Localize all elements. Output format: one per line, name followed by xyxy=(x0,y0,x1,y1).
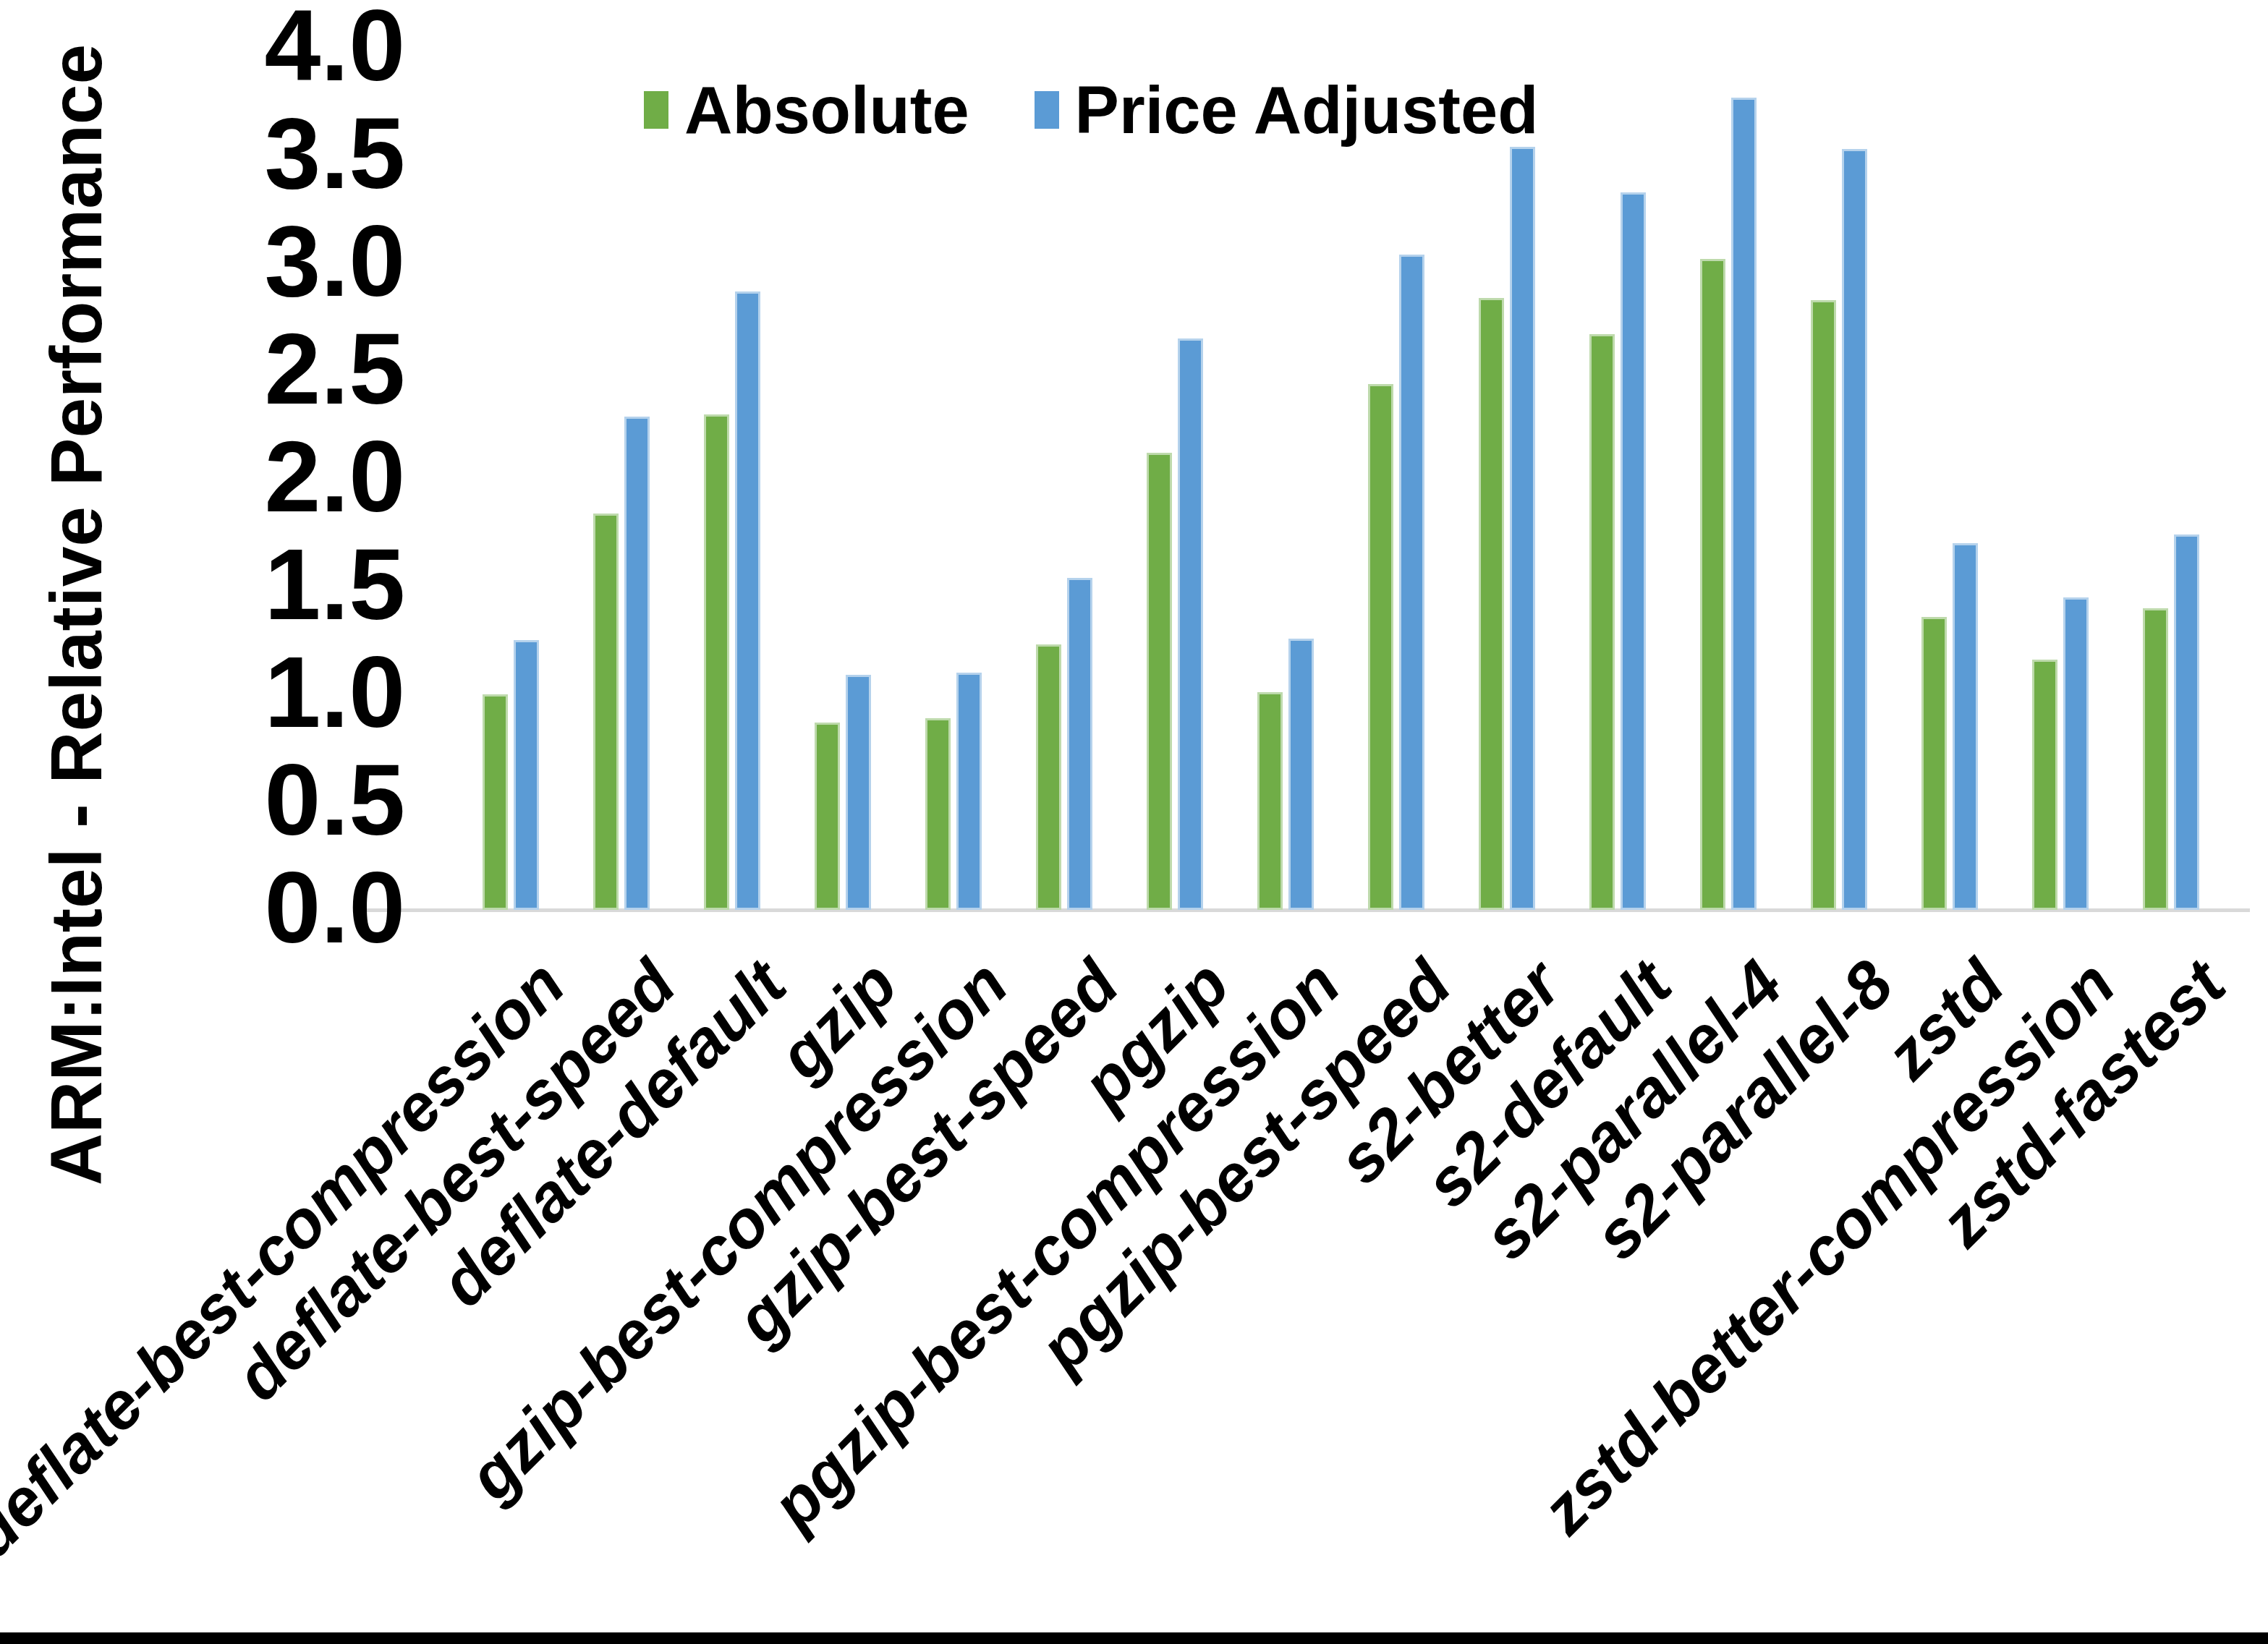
y-tick-label: 3.0 xyxy=(264,210,405,312)
y-tick-label: 1.5 xyxy=(264,534,405,635)
bar-absolute xyxy=(2032,660,2057,910)
bar-absolute xyxy=(593,514,619,910)
bar-price-adjusted xyxy=(1510,147,1535,910)
y-tick-label: 0.5 xyxy=(264,749,405,851)
bar-absolute xyxy=(483,694,508,910)
bar-absolute xyxy=(1700,259,1725,910)
bar-absolute xyxy=(1921,617,1947,910)
bar-price-adjusted xyxy=(1178,338,1203,910)
bar-absolute xyxy=(1479,298,1504,910)
bar-price-adjusted xyxy=(1288,639,1314,910)
y-tick-label: 2.5 xyxy=(264,318,405,419)
plot-area: 0.00.51.01.52.02.53.03.54.0deflate-best-… xyxy=(0,0,2268,1644)
bar-absolute xyxy=(1147,453,1172,910)
bar-price-adjusted xyxy=(1399,255,1424,910)
bar-price-adjusted xyxy=(2174,534,2199,910)
y-tick-label: 4.0 xyxy=(264,0,405,96)
bar-price-adjusted xyxy=(514,640,539,910)
bar-price-adjusted xyxy=(735,291,760,910)
bar-price-adjusted xyxy=(1953,543,1978,910)
bar-absolute xyxy=(1811,300,1836,910)
bottom-border xyxy=(0,1632,2268,1644)
bar-price-adjusted xyxy=(846,675,871,910)
y-tick-label: 2.0 xyxy=(264,426,405,527)
bar-absolute xyxy=(815,723,840,910)
bar-price-adjusted xyxy=(1621,192,1646,910)
y-tick-label: 3.5 xyxy=(264,103,405,204)
y-tick-label: 0.0 xyxy=(264,857,405,958)
bar-absolute xyxy=(1368,384,1393,910)
chart: ARM:Intel - Relative Performance Absolut… xyxy=(0,0,2268,1644)
bar-price-adjusted xyxy=(956,673,982,910)
bar-price-adjusted xyxy=(2063,597,2089,910)
bar-absolute xyxy=(1257,692,1283,910)
bar-price-adjusted xyxy=(624,417,650,910)
bar-absolute xyxy=(1036,644,1061,910)
bar-absolute xyxy=(925,718,951,910)
y-tick-label: 1.0 xyxy=(264,642,405,743)
bar-absolute xyxy=(1589,334,1615,910)
bar-price-adjusted xyxy=(1067,578,1092,910)
bar-absolute xyxy=(2143,608,2168,910)
bar-price-adjusted xyxy=(1731,98,1757,910)
bar-price-adjusted xyxy=(1842,149,1867,910)
bar-absolute xyxy=(704,414,729,910)
